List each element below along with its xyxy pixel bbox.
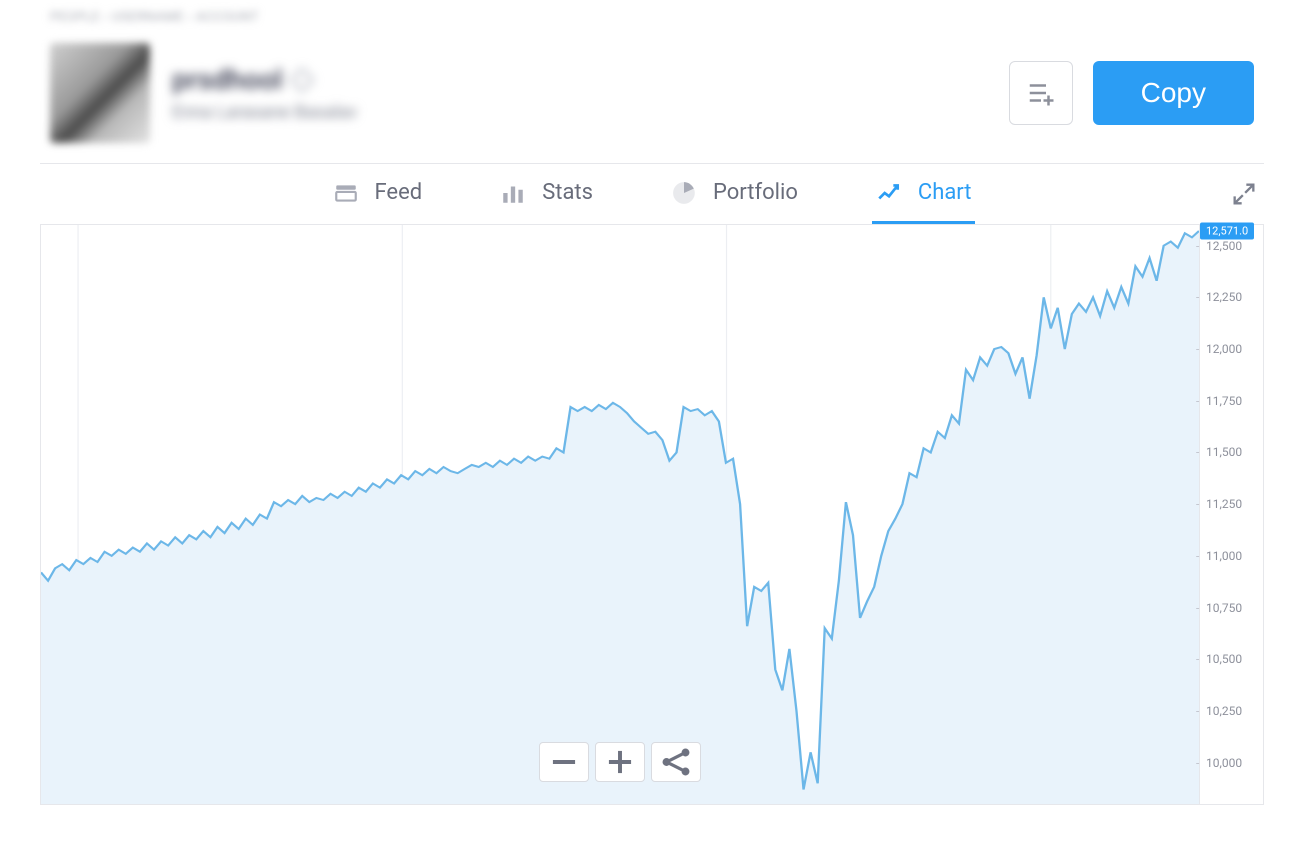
current-value-badge: 12,571.0 bbox=[1200, 222, 1254, 239]
profile-header: prsdhool Enna Larasane Basalav Copy bbox=[40, 43, 1264, 163]
tabs: Feed Stats Portfolio Chart bbox=[40, 163, 1264, 225]
feed-icon bbox=[333, 180, 359, 206]
chart-y-axis: 10,000 10,250 10,500 10,750 11,000 11,250 11,5… bbox=[1199, 225, 1263, 804]
expand-icon bbox=[1230, 180, 1258, 208]
tab-label: Stats bbox=[542, 180, 593, 205]
user-fullname: Enna Larasane Basalav bbox=[172, 102, 357, 123]
share-button[interactable] bbox=[651, 742, 701, 782]
tab-label: Feed bbox=[375, 180, 423, 205]
add-watchlist-button[interactable] bbox=[1009, 61, 1073, 125]
bar-chart-icon bbox=[500, 180, 526, 206]
y-axis-tick: 11,500 bbox=[1206, 445, 1242, 459]
y-axis-tick: 12,000 bbox=[1206, 342, 1242, 356]
chart-zoom-controls bbox=[539, 742, 701, 782]
tab-stats[interactable]: Stats bbox=[496, 164, 597, 224]
minus-icon bbox=[540, 743, 588, 781]
zoom-in-button[interactable] bbox=[595, 742, 645, 782]
tab-label: Chart bbox=[918, 180, 972, 205]
line-chart-icon bbox=[876, 180, 902, 206]
y-axis-tick: 11,750 bbox=[1206, 394, 1242, 408]
tab-feed[interactable]: Feed bbox=[329, 164, 427, 224]
tab-portfolio[interactable]: Portfolio bbox=[667, 164, 802, 224]
y-axis-tick: 12,250 bbox=[1206, 290, 1242, 304]
username: prsdhool bbox=[172, 63, 283, 96]
zoom-out-button[interactable] bbox=[539, 742, 589, 782]
avatar[interactable] bbox=[50, 43, 150, 143]
y-axis-tick: 11,250 bbox=[1206, 497, 1242, 511]
y-axis-tick: 10,500 bbox=[1206, 652, 1242, 666]
share-icon bbox=[652, 743, 700, 781]
list-plus-icon bbox=[1026, 78, 1056, 108]
y-axis-tick: 10,750 bbox=[1206, 601, 1242, 615]
tab-chart[interactable]: Chart bbox=[872, 164, 976, 224]
breadcrumb[interactable]: PEOPLE › USERNAME › ACCOUNT bbox=[40, 10, 1264, 25]
y-axis-tick: 11,000 bbox=[1206, 549, 1242, 563]
expand-button[interactable] bbox=[1230, 180, 1258, 208]
pie-chart-icon bbox=[671, 180, 697, 206]
star-icon bbox=[289, 67, 314, 92]
y-axis-tick: 10,250 bbox=[1206, 704, 1242, 718]
chart-area: 10,000 10,250 10,500 10,750 11,000 11,250 11,5… bbox=[40, 225, 1264, 805]
chart-plot[interactable] bbox=[41, 225, 1199, 804]
plus-icon bbox=[596, 743, 644, 781]
y-axis-tick: 12,500 bbox=[1206, 239, 1242, 253]
y-axis-tick: 10,000 bbox=[1206, 756, 1242, 770]
copy-button[interactable]: Copy bbox=[1093, 61, 1254, 125]
tab-label: Portfolio bbox=[713, 180, 798, 205]
